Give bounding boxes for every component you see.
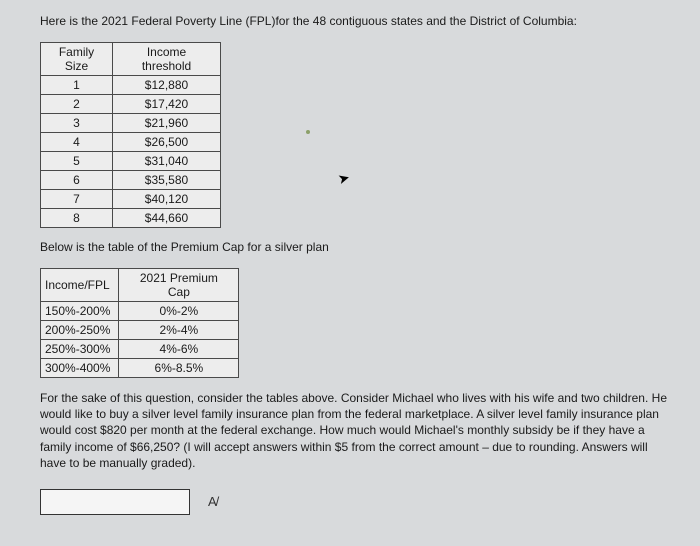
table-row: 8$44,660 [41, 209, 221, 228]
pcap-col-premium-cap: 2021 Premium Cap [119, 269, 239, 302]
cell: 1 [41, 76, 113, 95]
table-row: 150%-200%0%-2% [41, 302, 239, 321]
table-row: 3$21,960 [41, 114, 221, 133]
cell: 4 [41, 133, 113, 152]
table-row: 1$12,880 [41, 76, 221, 95]
intro-text: Here is the 2021 Federal Poverty Line (F… [40, 14, 676, 28]
fpl-table: Family Size Income threshold 1$12,880 2$… [40, 42, 221, 228]
cell: 300%-400% [41, 359, 119, 378]
table-row: 6$35,580 [41, 171, 221, 190]
cell: 4%-6% [119, 340, 239, 359]
cell: 5 [41, 152, 113, 171]
table-row: 5$31,040 [41, 152, 221, 171]
table-row: 250%-300%4%-6% [41, 340, 239, 359]
table-row: 7$40,120 [41, 190, 221, 209]
cell: 0%-2% [119, 302, 239, 321]
cell: $12,880 [113, 76, 221, 95]
cell: 2%-4% [119, 321, 239, 340]
cell: 2 [41, 95, 113, 114]
cell: 3 [41, 114, 113, 133]
answer-input[interactable] [40, 489, 190, 515]
cell: 6 [41, 171, 113, 190]
cell: 8 [41, 209, 113, 228]
table-row: 4$26,500 [41, 133, 221, 152]
table-row: 200%-250%2%-4% [41, 321, 239, 340]
pcap-col-income-fpl: Income/FPL [41, 269, 119, 302]
question-text: For the sake of this question, consider … [40, 390, 676, 471]
cell: $31,040 [113, 152, 221, 171]
cell: $26,500 [113, 133, 221, 152]
cell: $21,960 [113, 114, 221, 133]
formula-icon[interactable]: A/ [208, 494, 218, 509]
table-row: 2$17,420 [41, 95, 221, 114]
cell: 7 [41, 190, 113, 209]
cell: 150%-200% [41, 302, 119, 321]
cell: 250%-300% [41, 340, 119, 359]
cell: $17,420 [113, 95, 221, 114]
stray-dot [306, 130, 310, 134]
cell: 6%-8.5% [119, 359, 239, 378]
premium-cap-intro: Below is the table of the Premium Cap fo… [40, 240, 676, 254]
premium-cap-table: Income/FPL 2021 Premium Cap 150%-200%0%-… [40, 268, 239, 378]
cell: 200%-250% [41, 321, 119, 340]
cell: $35,580 [113, 171, 221, 190]
fpl-col-income-threshold: Income threshold [113, 43, 221, 76]
cell: $40,120 [113, 190, 221, 209]
fpl-col-family-size: Family Size [41, 43, 113, 76]
table-row: 300%-400%6%-8.5% [41, 359, 239, 378]
cell: $44,660 [113, 209, 221, 228]
